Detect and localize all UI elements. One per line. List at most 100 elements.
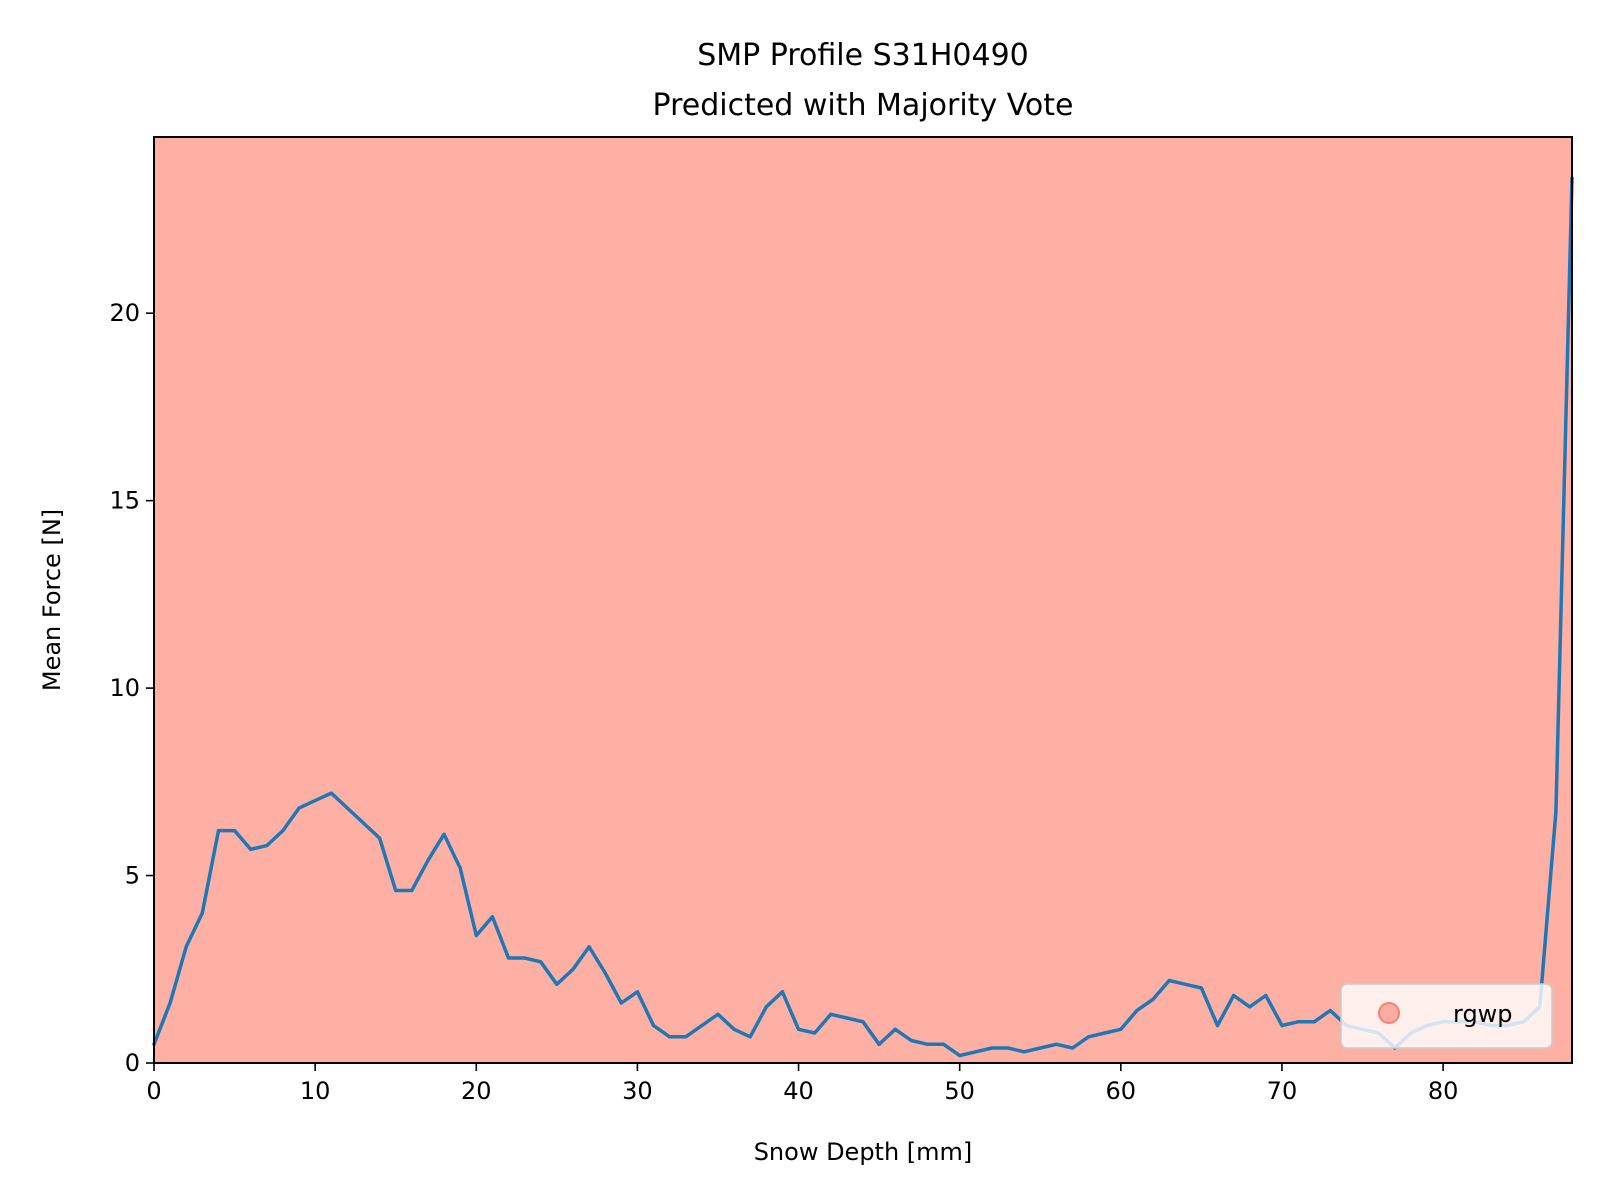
x-tick-label: 70	[1267, 1077, 1298, 1105]
data-point	[700, 1023, 704, 1028]
y-tick-label: 0	[125, 1049, 140, 1077]
data-point	[265, 843, 269, 848]
data-point	[345, 806, 349, 810]
data-point	[716, 1012, 720, 1016]
data-point	[281, 828, 285, 833]
data-point	[1054, 1042, 1058, 1046]
data-point	[313, 798, 317, 803]
data-point	[893, 1027, 897, 1031]
data-point	[232, 828, 237, 833]
chart-title: SMP Profile S31H0490	[697, 38, 1029, 73]
legend-marker	[1378, 1002, 1400, 1024]
data-point	[555, 982, 559, 986]
data-point	[1135, 1008, 1139, 1013]
data-point	[619, 1001, 623, 1005]
data-point	[813, 1031, 817, 1035]
y-tick-label: 20	[109, 299, 140, 327]
data-point	[829, 1012, 833, 1016]
x-tick-label: 50	[944, 1077, 975, 1105]
data-point	[1199, 986, 1203, 990]
x-tick-label: 80	[1428, 1077, 1459, 1105]
data-point	[1328, 1008, 1332, 1013]
region-rgwp	[154, 137, 1572, 1063]
data-point	[925, 1042, 930, 1046]
data-point	[329, 791, 333, 795]
data-point	[877, 1042, 881, 1046]
x-tick-label: 0	[146, 1077, 161, 1105]
y-tick-label: 15	[109, 487, 140, 515]
y-tick-label: 10	[109, 674, 140, 702]
plot-frame	[153, 136, 1573, 1064]
data-point	[394, 888, 398, 893]
legend: rgwp	[1340, 983, 1553, 1049]
data-point	[1038, 1046, 1042, 1050]
data-point	[1264, 993, 1268, 998]
data-point	[1151, 997, 1155, 1001]
x-axis: 0 10 20 30 40 50 60 70 80	[146, 1063, 1458, 1105]
data-point	[1070, 1046, 1075, 1050]
data-point	[974, 1050, 978, 1054]
data-point	[861, 1020, 865, 1024]
data-point	[1006, 1046, 1010, 1050]
data-point	[442, 832, 446, 836]
data-point	[1232, 993, 1236, 998]
y-axis: 0 5 10 15 20	[109, 299, 154, 1077]
data-point	[990, 1046, 994, 1050]
data-point	[200, 911, 204, 915]
data-point	[571, 967, 575, 971]
data-point	[748, 1035, 752, 1039]
y-axis-label: Mean Force [N]	[38, 509, 66, 691]
data-point	[651, 1023, 656, 1028]
data-point	[1215, 1023, 1220, 1028]
data-point	[1167, 978, 1171, 983]
data-point	[845, 1016, 849, 1020]
data-point	[168, 1001, 172, 1005]
chart-subtitle: Predicted with Majority Vote	[653, 88, 1074, 123]
data-point	[297, 806, 301, 810]
data-point	[1296, 1020, 1300, 1024]
x-tick-label: 40	[783, 1077, 814, 1105]
data-point	[490, 915, 494, 919]
data-point	[909, 1038, 913, 1043]
data-point	[184, 945, 188, 949]
data-point	[796, 1027, 801, 1031]
x-tick-label: 20	[461, 1077, 492, 1105]
data-point	[249, 847, 253, 851]
data-point	[1554, 810, 1558, 814]
data-point	[635, 990, 640, 994]
data-point	[780, 990, 785, 994]
data-point	[410, 888, 414, 893]
data-point	[539, 960, 543, 964]
data-point	[506, 956, 511, 960]
data-point	[426, 858, 430, 863]
x-tick-label: 60	[1106, 1077, 1137, 1105]
data-point	[1022, 1050, 1026, 1054]
data-point	[684, 1035, 688, 1039]
legend-label: rgwp	[1453, 1000, 1513, 1028]
background-regions	[154, 137, 1572, 1063]
data-point	[377, 836, 382, 840]
data-point	[1119, 1027, 1123, 1031]
data-point	[458, 866, 462, 870]
data-point	[1086, 1035, 1091, 1039]
data-point	[764, 1005, 768, 1009]
data-point	[1248, 1005, 1252, 1009]
y-tick-label: 5	[125, 862, 140, 890]
x-axis-label: Snow Depth [mm]	[754, 1138, 973, 1166]
data-point	[941, 1042, 946, 1046]
data-point	[1312, 1020, 1316, 1024]
data-point	[1103, 1031, 1107, 1035]
data-point	[732, 1027, 736, 1031]
data-point	[361, 821, 366, 825]
data-point	[216, 828, 221, 833]
data-point	[474, 933, 478, 938]
legend-box	[1340, 983, 1553, 1049]
data-point	[668, 1035, 672, 1039]
data-point	[958, 1053, 962, 1058]
data-point	[587, 945, 591, 949]
x-tick-label: 10	[300, 1077, 331, 1105]
data-point	[603, 971, 607, 975]
data-point	[1183, 982, 1187, 986]
data-point	[1280, 1023, 1284, 1028]
